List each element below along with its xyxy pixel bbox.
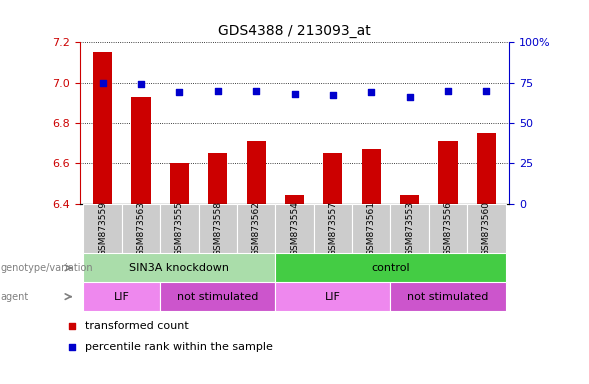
FancyBboxPatch shape (198, 204, 237, 253)
Point (405, 94, 415, 100)
Point (213, 88, 223, 94)
Bar (93, 52, 112, 204)
FancyBboxPatch shape (160, 204, 198, 253)
FancyBboxPatch shape (314, 204, 352, 253)
FancyBboxPatch shape (160, 282, 275, 311)
Bar (247, 141, 266, 204)
Point (444, 88, 453, 94)
Text: control: control (371, 263, 410, 273)
Point (174, 89, 184, 95)
FancyBboxPatch shape (84, 204, 122, 253)
Text: transformed count: transformed count (85, 321, 189, 331)
Point (98, 79, 107, 86)
Bar (477, 133, 496, 204)
Text: GSM873557: GSM873557 (329, 201, 337, 256)
Point (324, 21, 333, 27)
Text: GSM873562: GSM873562 (252, 201, 260, 256)
Bar (438, 141, 458, 204)
Text: LIF: LIF (325, 291, 341, 302)
FancyBboxPatch shape (237, 204, 275, 253)
Text: GSM873554: GSM873554 (290, 201, 299, 256)
FancyBboxPatch shape (391, 282, 505, 311)
Title: GDS4388 / 213093_at: GDS4388 / 213093_at (218, 25, 371, 38)
Point (366, 89, 376, 95)
Text: GSM873555: GSM873555 (175, 201, 184, 256)
Bar (362, 149, 381, 204)
Point (136, 81, 145, 87)
FancyBboxPatch shape (84, 282, 160, 311)
Bar (323, 153, 342, 204)
Point (482, 88, 491, 94)
FancyBboxPatch shape (352, 204, 391, 253)
Point (290, 91, 299, 97)
Text: SIN3A knockdown: SIN3A knockdown (130, 263, 229, 273)
Text: GSM873561: GSM873561 (367, 201, 376, 256)
Point (252, 88, 261, 94)
FancyBboxPatch shape (275, 253, 505, 282)
Text: agent: agent (1, 291, 29, 302)
Bar (170, 163, 189, 204)
Point (328, 93, 337, 99)
Text: not stimulated: not stimulated (408, 291, 489, 302)
Text: GSM873563: GSM873563 (137, 201, 145, 256)
Text: GSM873556: GSM873556 (444, 201, 452, 256)
FancyBboxPatch shape (467, 204, 505, 253)
Text: GSM873558: GSM873558 (213, 201, 222, 256)
Point (324, 209, 333, 215)
Bar (131, 97, 151, 204)
FancyBboxPatch shape (429, 204, 467, 253)
Text: genotype/variation: genotype/variation (1, 263, 93, 273)
Text: GSM873560: GSM873560 (482, 201, 491, 256)
FancyBboxPatch shape (391, 204, 429, 253)
FancyBboxPatch shape (84, 253, 275, 282)
FancyBboxPatch shape (275, 282, 391, 311)
Text: percentile rank within the sample: percentile rank within the sample (85, 342, 273, 352)
FancyBboxPatch shape (122, 204, 160, 253)
Bar (400, 195, 419, 204)
Text: LIF: LIF (114, 291, 130, 302)
Text: not stimulated: not stimulated (177, 291, 259, 302)
Bar (285, 195, 304, 204)
FancyBboxPatch shape (275, 204, 314, 253)
Text: GSM873559: GSM873559 (98, 201, 107, 256)
Bar (208, 153, 227, 204)
Text: GSM873553: GSM873553 (405, 201, 414, 256)
